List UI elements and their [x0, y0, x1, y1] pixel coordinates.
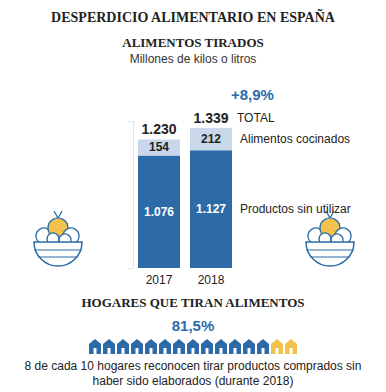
svg-text:DESPERDICIO ALIMENTARIO EN ESP: DESPERDICIO ALIMENTARIO EN ESPAÑA — [51, 8, 336, 25]
svg-text:2017: 2017 — [146, 273, 173, 287]
svg-text:8 de cada 10 hogares reconocen: 8 de cada 10 hogares reconocen tirar pro… — [25, 359, 362, 373]
svg-text:1.127: 1.127 — [196, 202, 226, 216]
svg-text:TOTAL: TOTAL — [237, 111, 275, 125]
svg-text:+8,9%: +8,9% — [231, 86, 274, 103]
svg-text:1.339: 1.339 — [193, 110, 228, 126]
svg-text:ALIMENTOS TIRADOS: ALIMENTOS TIRADOS — [122, 35, 263, 50]
svg-text:1.076: 1.076 — [144, 205, 174, 219]
svg-text:2018: 2018 — [198, 273, 225, 287]
svg-text:154: 154 — [149, 140, 169, 154]
svg-text:haber sido elaborados (durante: haber sido elaborados (durante 2018) — [93, 374, 294, 388]
svg-text:212: 212 — [201, 132, 221, 146]
svg-text:81,5%: 81,5% — [172, 317, 215, 334]
svg-text:HOGARES QUE TIRAN ALIMENTOS: HOGARES QUE TIRAN ALIMENTOS — [81, 295, 304, 310]
svg-text:Alimentos cocinados: Alimentos cocinados — [240, 132, 350, 146]
svg-text:Millones de kilos o litros: Millones de kilos o litros — [130, 52, 257, 66]
svg-text:Productos sin utilizar: Productos sin utilizar — [240, 202, 351, 216]
svg-text:1.230: 1.230 — [141, 121, 176, 137]
